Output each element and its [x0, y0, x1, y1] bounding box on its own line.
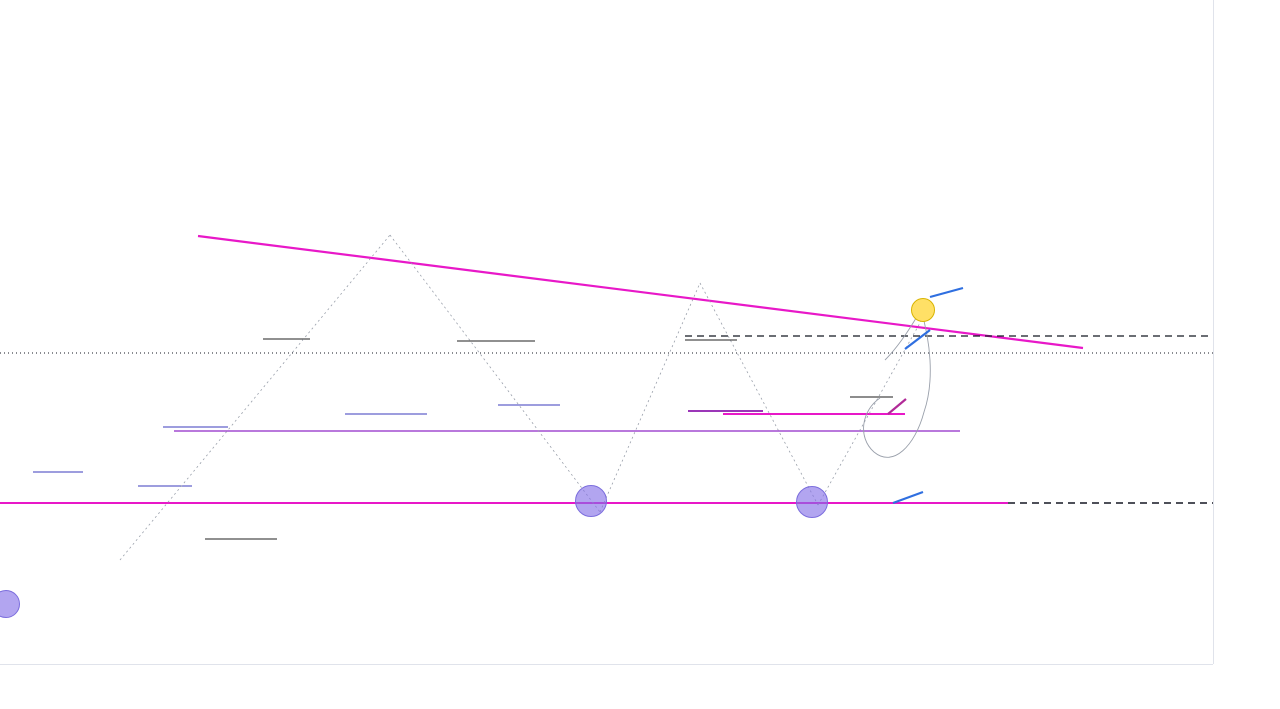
- callout-leader-pink: [887, 398, 907, 415]
- time-axis[interactable]: [0, 664, 1213, 689]
- chart-overlay-svg: [0, 234, 1213, 561]
- marker-circle-swing-low-1[interactable]: [0, 590, 20, 618]
- price-axis[interactable]: [1213, 0, 1280, 664]
- marker-circle-double-bottom-2[interactable]: [796, 486, 828, 518]
- trend-lines: [0, 234, 1213, 504]
- projection-path: [863, 309, 931, 458]
- marker-circle-double-bottom-1[interactable]: [575, 485, 607, 517]
- chart-plot-area[interactable]: [0, 0, 1213, 664]
- marker-circle-target[interactable]: [911, 298, 935, 322]
